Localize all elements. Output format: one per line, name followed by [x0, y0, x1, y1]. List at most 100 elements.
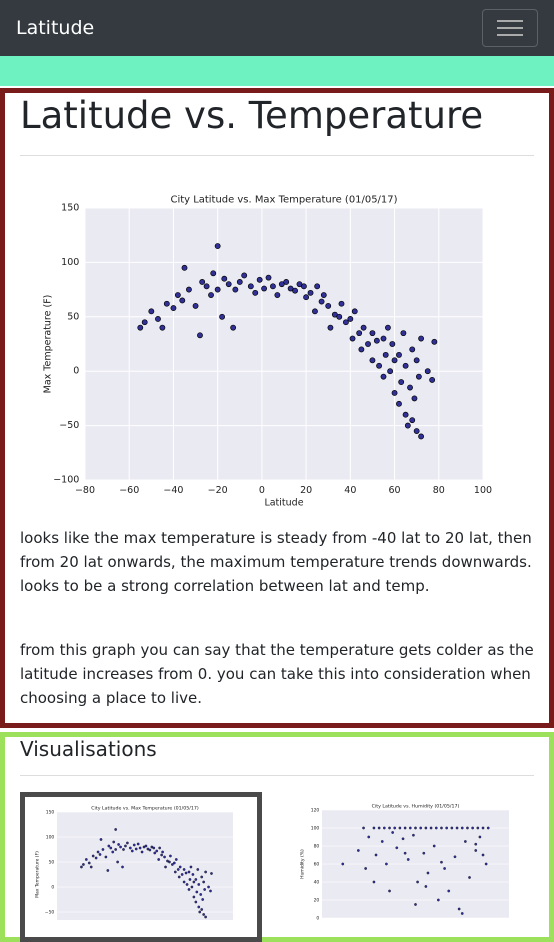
point — [474, 842, 478, 846]
point — [182, 868, 186, 871]
point — [199, 893, 203, 896]
point — [114, 828, 118, 831]
point — [419, 826, 423, 830]
point — [182, 880, 186, 884]
point — [196, 868, 200, 871]
point — [429, 826, 433, 830]
point — [409, 346, 416, 353]
plot-area — [85, 208, 483, 480]
point — [106, 869, 110, 872]
toggler-icon — [497, 20, 523, 36]
point — [141, 319, 148, 326]
point — [460, 826, 464, 830]
point — [91, 854, 95, 858]
point — [382, 351, 389, 358]
point — [336, 313, 343, 320]
point — [327, 324, 334, 331]
point — [198, 910, 202, 914]
point — [403, 826, 407, 830]
point — [187, 870, 191, 874]
point — [389, 341, 396, 347]
y-tick-label: −50 — [45, 910, 55, 916]
point — [403, 851, 407, 855]
point — [398, 379, 405, 386]
point — [171, 863, 174, 866]
point — [300, 283, 307, 290]
divider — [20, 775, 534, 776]
point — [474, 849, 478, 852]
point — [362, 826, 365, 830]
thumbnail-chart[interactable]: −50 0 50 100 150 City Latitude vs. Max Temper… — [25, 797, 257, 920]
point — [148, 308, 155, 315]
point — [373, 337, 380, 344]
point — [168, 860, 171, 864]
point — [107, 844, 111, 848]
point — [161, 850, 164, 854]
point — [351, 308, 358, 315]
point — [184, 871, 188, 875]
point — [369, 330, 376, 337]
point — [424, 826, 428, 830]
point — [372, 880, 376, 884]
y-axis-label: Humidity (%) — [300, 849, 306, 879]
point — [197, 905, 201, 909]
point — [241, 272, 248, 279]
point — [283, 279, 290, 285]
point — [476, 826, 480, 830]
point — [440, 826, 443, 830]
point — [87, 861, 91, 865]
point — [391, 390, 398, 396]
navbar-toggler[interactable] — [482, 9, 538, 47]
point — [369, 357, 376, 364]
point — [387, 368, 394, 375]
plot-area — [57, 812, 233, 920]
point — [318, 298, 325, 305]
point — [402, 411, 409, 418]
x-tick-label: 40 — [344, 485, 356, 496]
y-tick-label: 50 — [67, 311, 79, 322]
point — [96, 850, 100, 854]
point — [122, 848, 125, 851]
point — [163, 855, 166, 859]
point — [192, 880, 196, 884]
point — [202, 913, 206, 916]
point — [194, 878, 198, 881]
point — [440, 860, 443, 864]
point — [232, 286, 239, 293]
point — [176, 868, 180, 871]
point — [169, 854, 172, 858]
x-tick-label: −60 — [119, 485, 139, 496]
point — [214, 286, 221, 293]
thumbnail-chart[interactable]: 0 20 40 60 80 100 120 City Latitude vs. Humidit… — [290, 797, 520, 920]
point — [199, 279, 206, 285]
point — [416, 880, 419, 884]
point — [170, 305, 177, 312]
point — [201, 898, 205, 901]
chart-title: City Latitude vs. Max Temperature (01/05… — [91, 805, 199, 811]
y-tick-label: 0 — [73, 366, 79, 377]
point — [134, 847, 138, 851]
navbar — [0, 0, 554, 56]
point — [208, 292, 214, 298]
point — [209, 889, 212, 893]
point — [418, 433, 425, 440]
y-tick-label: 60 — [314, 862, 320, 868]
point — [468, 876, 471, 879]
point — [338, 300, 345, 307]
point — [364, 867, 367, 870]
point — [178, 865, 182, 869]
point — [82, 863, 85, 866]
brand[interactable]: Latitude — [16, 17, 95, 39]
point — [481, 826, 485, 830]
point — [342, 319, 349, 326]
point — [219, 313, 226, 320]
point — [484, 862, 488, 866]
point — [422, 851, 426, 855]
point — [197, 332, 203, 339]
point — [173, 870, 177, 874]
point — [132, 843, 136, 847]
point — [225, 281, 232, 288]
point — [180, 873, 184, 876]
y-axis-label: Max Temperature (F) — [35, 851, 41, 898]
